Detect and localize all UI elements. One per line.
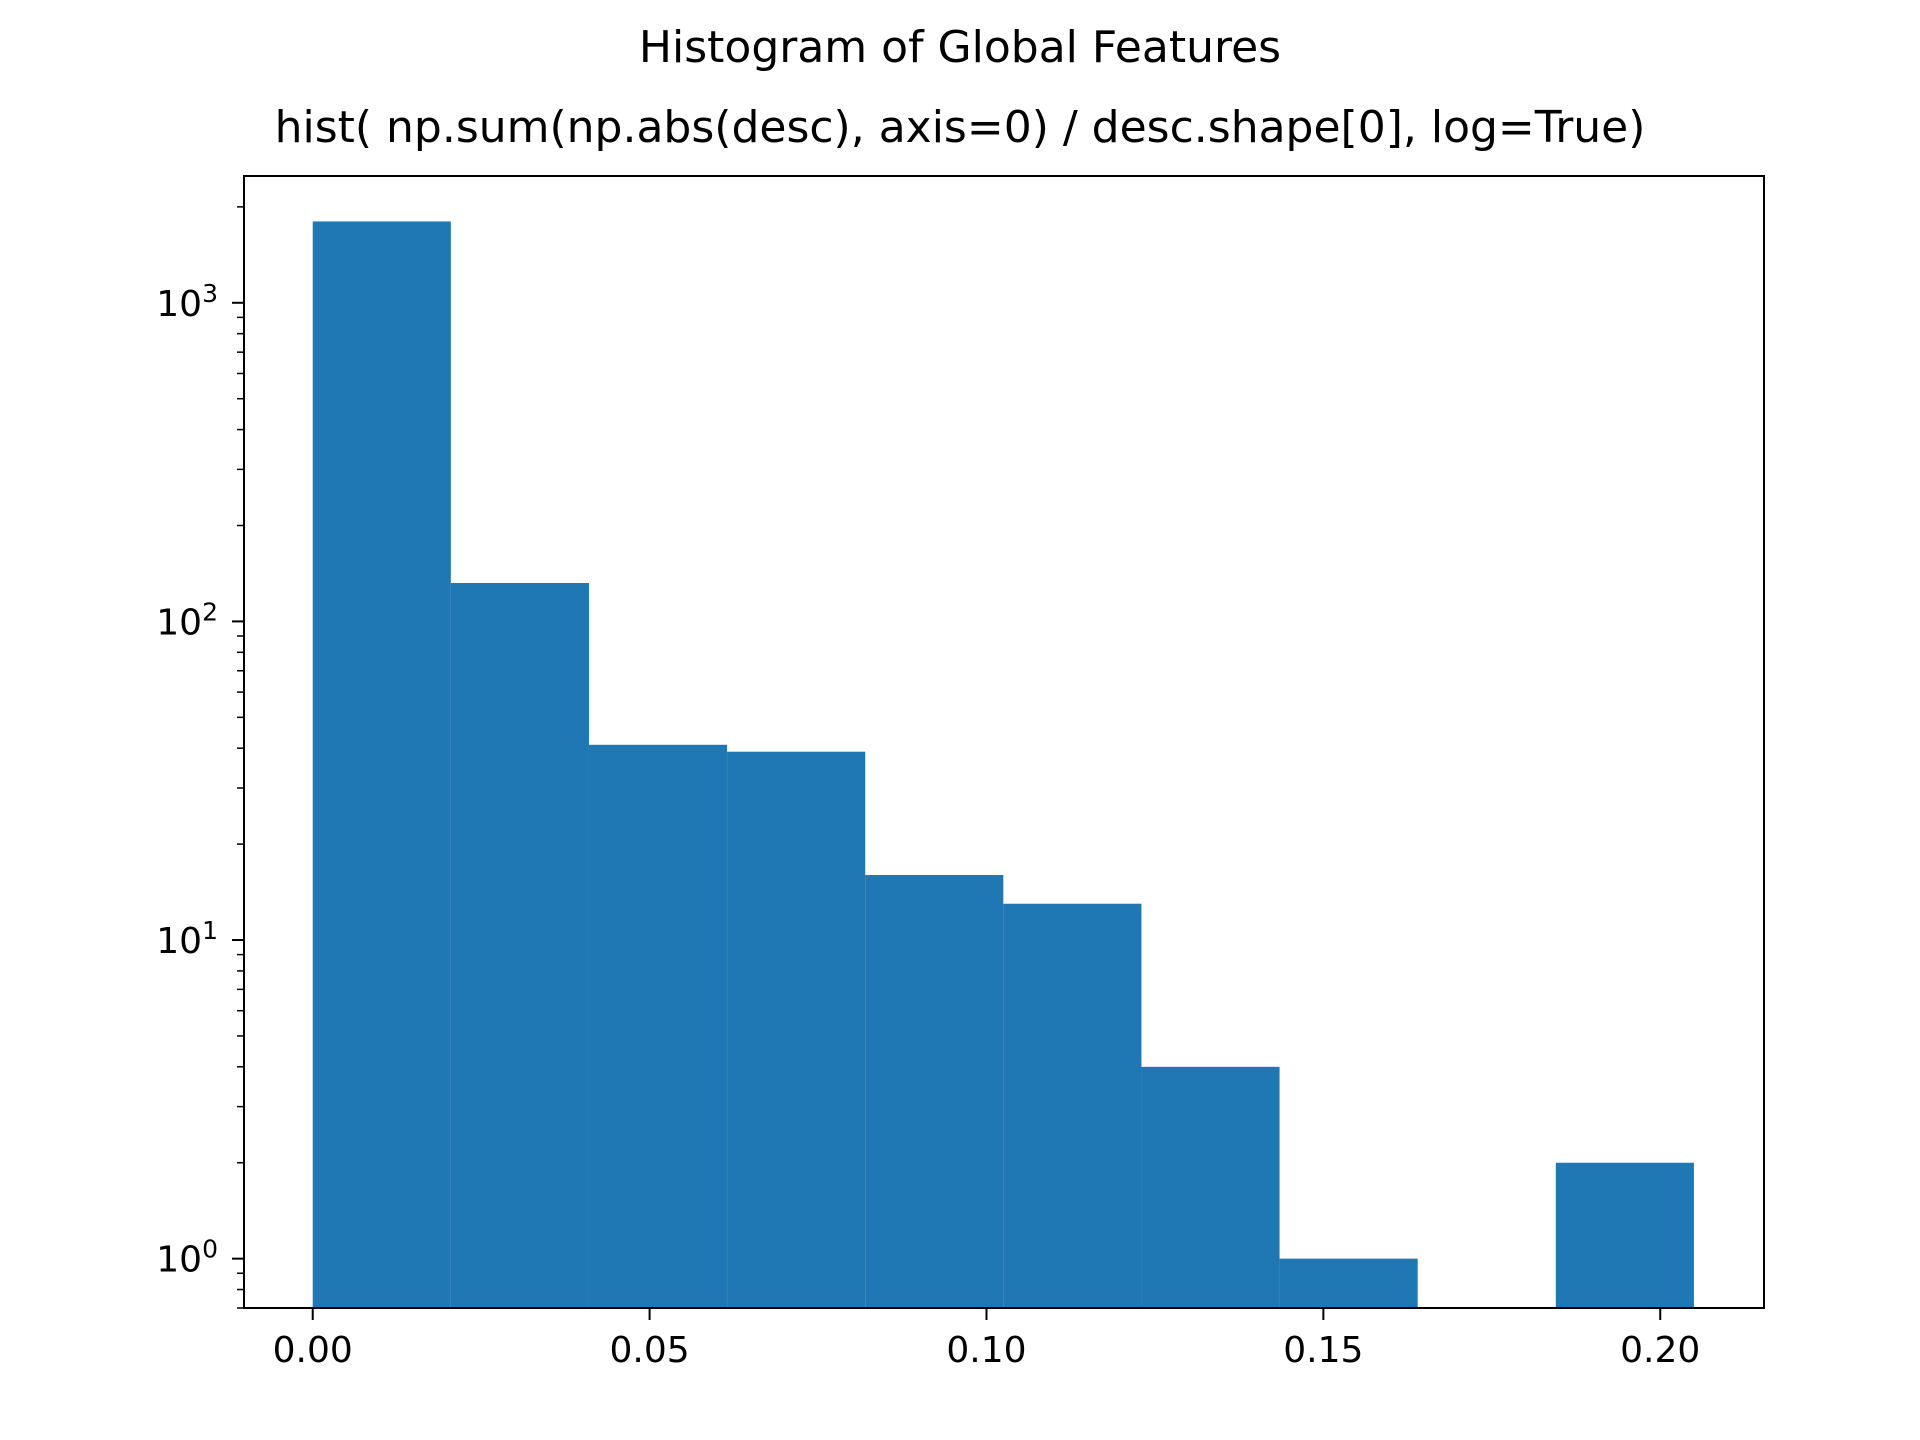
- chart-subtitle: hist( np.sum(np.abs(desc), axis=0) / des…: [274, 102, 1646, 153]
- histogram-bar: [450, 582, 589, 1308]
- histogram-bar: [865, 874, 1004, 1308]
- axes-group: 0.00 0.05 0.10 0.15 0.20 100 101 102 103: [156, 175, 1765, 1371]
- y-tick-label: 103: [156, 279, 218, 325]
- bars-group: [312, 221, 1694, 1309]
- x-tick-label: 0.05: [610, 1330, 690, 1371]
- plot-frame: [243, 175, 1765, 1309]
- x-tick-label: 0.15: [1283, 1330, 1363, 1371]
- histogram-bar: [1279, 1258, 1418, 1308]
- x-tick-label: 0.00: [273, 1330, 353, 1371]
- y-tick-label: 100: [156, 1235, 218, 1281]
- histogram-bar: [588, 744, 728, 1308]
- y-tick-label: 101: [156, 916, 218, 962]
- chart-title: Histogram of Global Features: [638, 22, 1282, 73]
- histogram-bar: [1555, 1162, 1694, 1308]
- histogram-bar: [312, 221, 451, 1309]
- histogram-bar: [727, 751, 866, 1308]
- y-tick-label: 102: [156, 597, 218, 643]
- x-tick-label: 0.20: [1620, 1330, 1700, 1371]
- histogram-bar: [1003, 903, 1142, 1308]
- histogram-bar: [1141, 1066, 1280, 1308]
- x-tick-label: 0.10: [946, 1330, 1026, 1371]
